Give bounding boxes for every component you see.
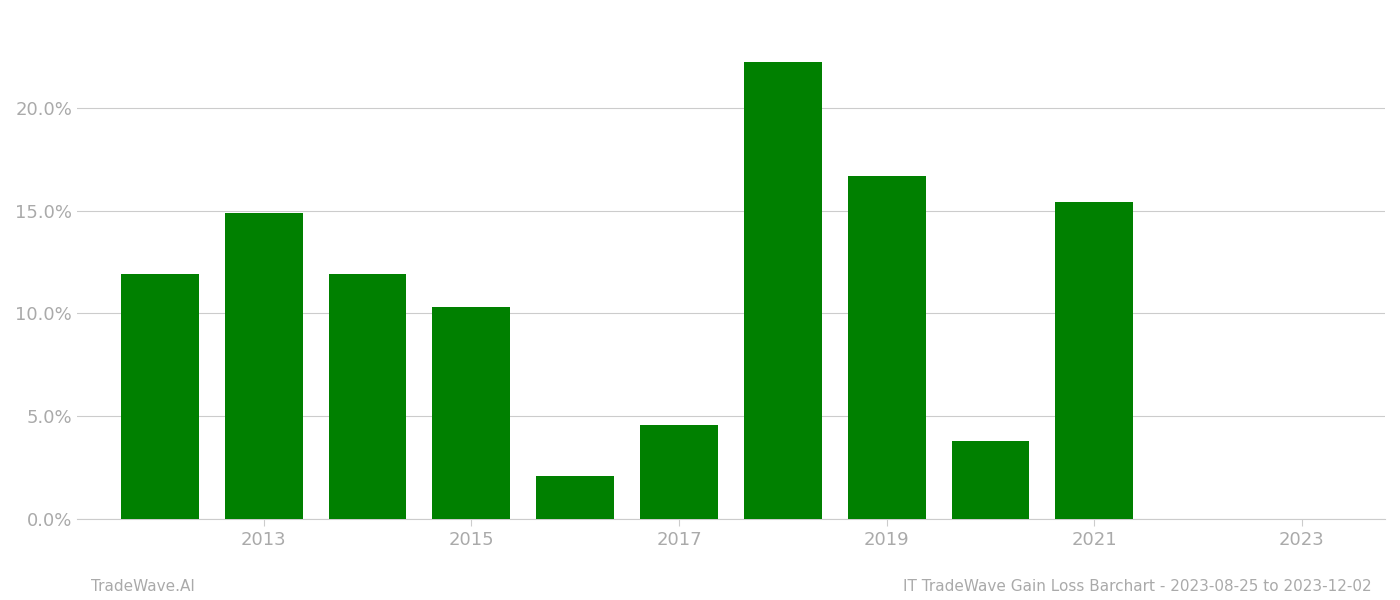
Bar xyxy=(225,212,302,519)
Bar xyxy=(743,62,822,519)
Bar xyxy=(1056,202,1133,519)
Bar xyxy=(952,441,1029,519)
Bar xyxy=(640,425,718,519)
Bar xyxy=(120,274,199,519)
Text: TradeWave.AI: TradeWave.AI xyxy=(91,579,195,594)
Bar xyxy=(536,476,615,519)
Bar xyxy=(433,307,511,519)
Text: IT TradeWave Gain Loss Barchart - 2023-08-25 to 2023-12-02: IT TradeWave Gain Loss Barchart - 2023-0… xyxy=(903,579,1372,594)
Bar xyxy=(848,176,925,519)
Bar xyxy=(329,274,406,519)
